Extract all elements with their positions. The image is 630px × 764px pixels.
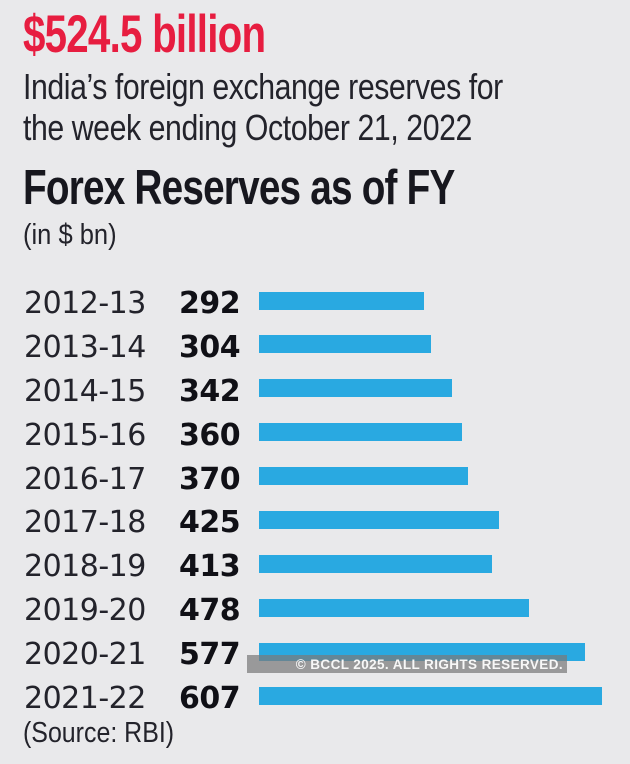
chart-unit-label: (in $ bn) [23,219,129,252]
row-bar [259,510,500,529]
chart-row: 2012-13 292 [0,282,630,326]
source-note: (Source: RBI) [23,717,199,750]
chart-rows: 2012-13 292 2013-14 304 2014-15 342 2015… [0,282,630,721]
row-bar [259,686,602,705]
row-value-label: 360 [179,417,241,453]
row-year-label: 2021-22 [24,681,146,717]
row-value-label: 413 [179,549,241,585]
row-bar [259,467,469,486]
chart-row: 2021-22 607 [0,677,630,721]
row-value-label: 370 [179,461,241,497]
chart-row: 2015-16 360 [0,414,630,458]
row-bar [259,423,463,442]
row-year-label: 2018-19 [24,549,146,585]
row-year-label: 2013-14 [24,329,146,365]
row-value-label: 577 [179,637,241,673]
headline-amount: $524.5 billion [23,4,342,65]
row-bar [259,291,424,310]
row-year-label: 2015-16 [24,417,146,453]
headline-amount-text: $524.5 billion [23,5,266,64]
row-value-label: 607 [179,681,241,717]
copyright-watermark-text: © BCCL 2025. ALL RIGHTS RESERVED. [295,656,563,672]
row-year-label: 2020-21 [24,637,146,673]
headline-description: India’s foreign exchange reserves for th… [23,66,594,148]
row-value-label: 292 [179,286,241,321]
chart-row: 2013-14 304 [0,326,630,370]
row-bar [259,554,493,573]
row-bar [259,598,530,617]
chart-title: Forex Reserves as of FY [23,160,569,216]
chart-row: 2014-15 342 [0,370,630,414]
chart-row: 2018-19 413 [0,545,630,589]
row-year-label: 2017-18 [24,505,146,541]
source-note-text: (Source: RBI) [23,717,175,749]
row-year-label: 2014-15 [24,373,146,409]
row-year-label: 2012-13 [24,286,146,321]
headline-description-line1: India’s foreign exchange reserves for [23,66,503,107]
row-value-label: 342 [179,373,241,409]
row-value-label: 425 [179,505,241,541]
chart-unit-label-text: (in $ bn) [23,219,117,251]
headline-description-line2: the week ending October 21, 2022 [23,107,472,148]
row-year-label: 2016-17 [24,461,146,497]
chart-row: 2016-17 370 [0,458,630,502]
chart-row: 2019-20 478 [0,589,630,633]
copyright-watermark: © BCCL 2025. ALL RIGHTS RESERVED. [247,655,567,673]
row-bar [259,379,453,398]
chart-title-text: Forex Reserves as of FY [23,161,455,215]
row-value-label: 304 [179,329,241,365]
chart-row: 2017-18 425 [0,501,630,545]
row-bar [259,335,431,354]
row-year-label: 2019-20 [24,593,146,629]
row-value-label: 478 [179,593,241,629]
